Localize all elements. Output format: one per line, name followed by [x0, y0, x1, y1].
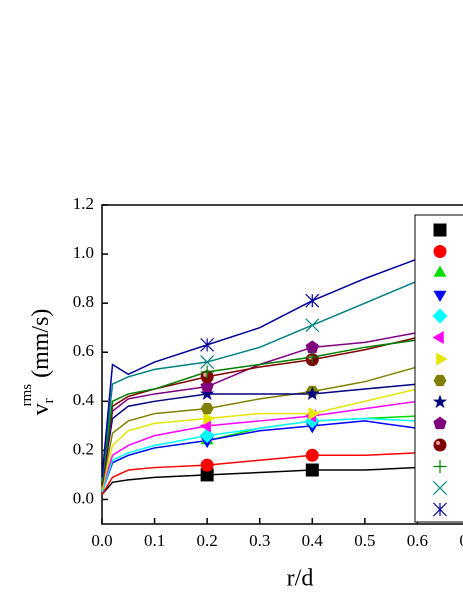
marker [433, 374, 447, 387]
marker-shape [305, 463, 319, 477]
marker [200, 365, 214, 379]
marker-shape [432, 394, 448, 409]
marker-shape [432, 331, 444, 344]
marker-shape [305, 448, 319, 462]
marker-shape [200, 386, 215, 401]
y-tick-label: 0.0 [73, 488, 94, 507]
marker-shape [433, 416, 447, 430]
marker-shape [433, 438, 447, 452]
marker-shape [200, 379, 214, 393]
marker [433, 245, 447, 258]
marker-shape [200, 468, 214, 482]
y-tick-label: 1.2 [73, 194, 94, 213]
series-line [101, 420, 418, 493]
y-tick-label: 0.4 [73, 390, 95, 409]
marker [203, 411, 215, 425]
marker [432, 331, 444, 344]
legend-box [414, 214, 463, 523]
marker-shape [199, 419, 211, 433]
marker [433, 265, 447, 277]
marker [305, 350, 319, 364]
y-tick-label: 0.2 [73, 439, 94, 458]
x-axis-label: r/d [287, 566, 314, 592]
marker [433, 416, 447, 430]
marker [305, 340, 319, 353]
marker-shape [200, 337, 215, 352]
x-tick-label: 0.4 [302, 531, 324, 550]
x-tick-label: 0.3 [249, 531, 270, 550]
y-tick-label: 0.8 [73, 292, 94, 311]
marker-shape [433, 374, 447, 387]
y-label-base: v [28, 403, 54, 415]
marker-shape [305, 386, 320, 401]
y-label-sub: r [41, 398, 57, 403]
marker [433, 502, 447, 517]
marker-shape [305, 340, 319, 353]
series-line [101, 388, 418, 490]
y-tick-label: 1.0 [73, 243, 94, 262]
marker [433, 438, 447, 452]
marker [305, 293, 320, 308]
marker-highlight [436, 441, 440, 445]
x-tick-label: 0.6 [407, 531, 428, 550]
marker-shape [433, 481, 447, 495]
marker [432, 394, 448, 409]
marker-shape [200, 355, 215, 369]
marker [433, 290, 447, 302]
marker-shape [203, 411, 215, 425]
marker-shape [305, 350, 319, 364]
series-line [101, 336, 418, 485]
y-label-sup: rms [19, 384, 35, 407]
x-tick-label: 0.2 [197, 531, 218, 550]
marker-shape [433, 223, 447, 237]
marker-shape [305, 293, 320, 308]
series-line [101, 452, 418, 495]
marker [433, 481, 447, 495]
x-tick-label: 0.7 [459, 531, 463, 550]
marker [200, 337, 215, 352]
marker [305, 463, 319, 477]
marker-shape [200, 403, 214, 415]
marker-highlight [203, 372, 208, 377]
marker [433, 223, 447, 237]
marker [200, 403, 214, 415]
marker [200, 458, 214, 472]
y-tick-label: 0.6 [73, 341, 94, 360]
series-line [101, 258, 418, 478]
x-tick-label: 0.5 [354, 531, 375, 550]
marker-shape [433, 265, 447, 277]
marker-shape [433, 460, 447, 473]
y-label-unit: (mm/s) [28, 309, 54, 378]
x-tick-label: 0.0 [91, 531, 112, 550]
plot-frame [101, 204, 463, 525]
marker [200, 468, 214, 482]
marker [308, 407, 320, 421]
marker-shape [436, 352, 448, 366]
series-line [101, 415, 418, 493]
marker-shape [200, 458, 214, 472]
marker [433, 460, 447, 473]
marker [436, 352, 448, 366]
marker [432, 308, 448, 324]
marker-shape [433, 290, 447, 302]
marker [200, 379, 214, 393]
marker-shape [433, 502, 447, 517]
marker [200, 355, 215, 369]
x-tick-label: 0.1 [144, 531, 165, 550]
marker [305, 386, 320, 401]
marker-shape [308, 407, 320, 421]
series-line [101, 466, 418, 496]
marker [200, 386, 215, 401]
marker [199, 419, 211, 433]
y-axis-label: vr rms (mm/s) [19, 309, 57, 416]
marker-shape [305, 318, 320, 333]
marker-shape [200, 365, 214, 379]
marker-shape [432, 308, 448, 324]
marker [305, 318, 320, 333]
marker [305, 448, 319, 462]
marker-shape [433, 245, 447, 258]
